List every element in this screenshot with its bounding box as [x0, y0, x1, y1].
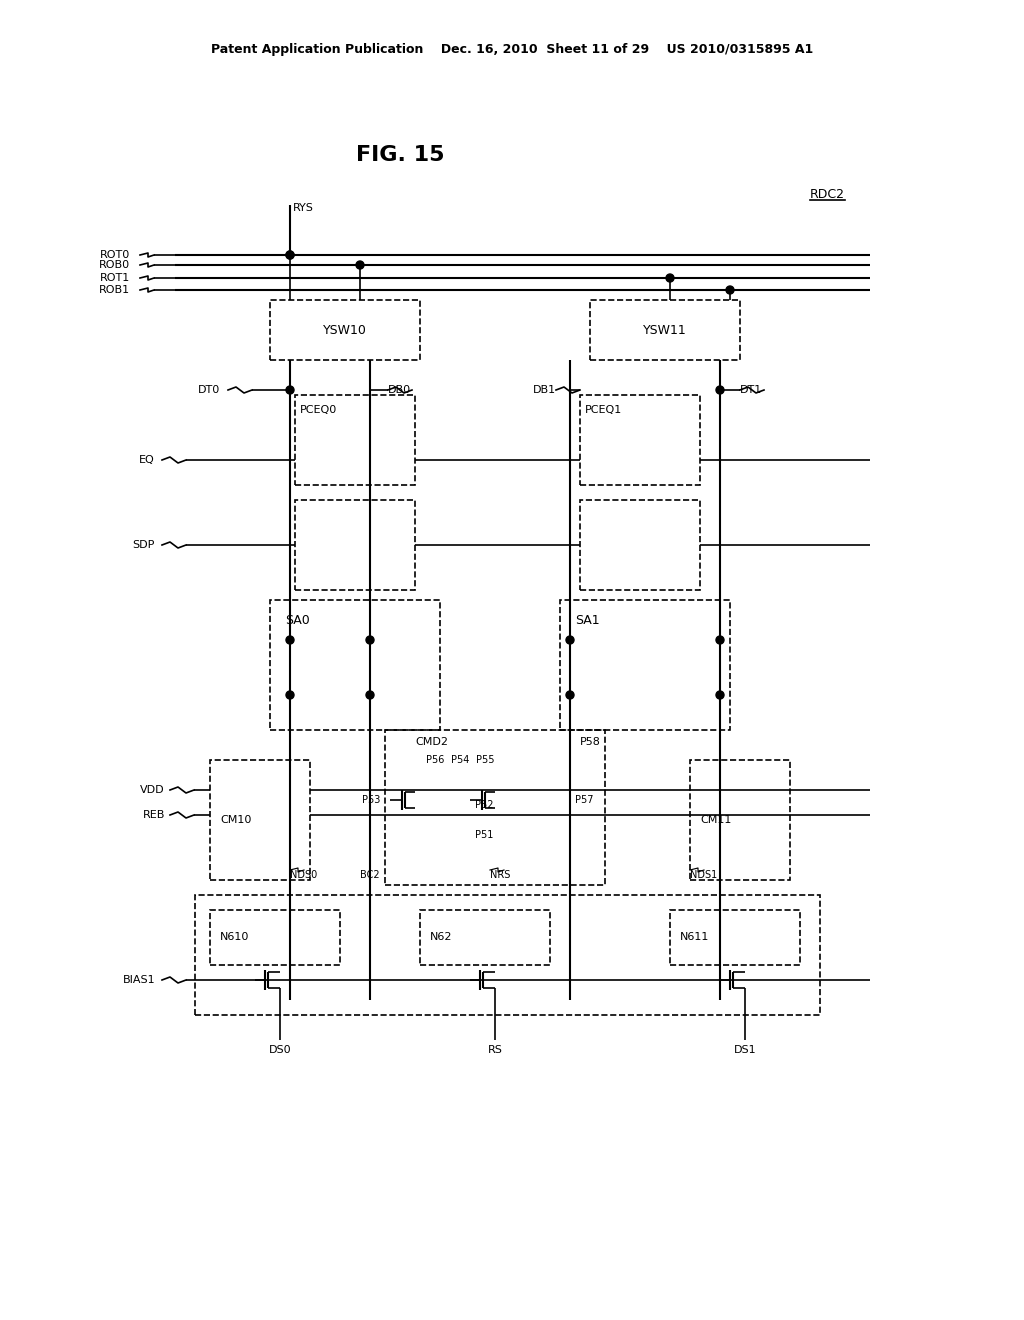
- Circle shape: [716, 636, 724, 644]
- Text: EQ: EQ: [139, 455, 155, 465]
- Text: NDS0: NDS0: [290, 870, 317, 880]
- Text: DT1: DT1: [740, 385, 762, 395]
- Text: ROB0: ROB0: [99, 260, 130, 271]
- Circle shape: [566, 690, 574, 700]
- Circle shape: [716, 385, 724, 393]
- Text: YSW10: YSW10: [323, 323, 367, 337]
- Text: PCEQ0: PCEQ0: [300, 405, 337, 414]
- Bar: [210, 760, 310, 880]
- Text: RS: RS: [487, 1045, 503, 1055]
- Bar: [385, 730, 605, 884]
- Text: DT0: DT0: [198, 385, 220, 395]
- Text: P58: P58: [580, 737, 601, 747]
- Text: ROB1: ROB1: [99, 285, 130, 294]
- Text: REB: REB: [142, 810, 165, 820]
- Circle shape: [366, 690, 374, 700]
- Text: NRS: NRS: [490, 870, 510, 880]
- Text: FIG. 15: FIG. 15: [355, 145, 444, 165]
- Bar: [670, 909, 800, 965]
- Text: CMD2: CMD2: [415, 737, 449, 747]
- Circle shape: [566, 636, 574, 644]
- Text: N610: N610: [220, 932, 250, 942]
- Text: N611: N611: [680, 932, 710, 942]
- Text: P57: P57: [575, 795, 594, 805]
- Bar: [590, 300, 740, 360]
- Bar: [210, 909, 340, 965]
- Text: ROT1: ROT1: [99, 273, 130, 282]
- Text: NDS1: NDS1: [690, 870, 717, 880]
- Text: RDC2: RDC2: [810, 189, 845, 202]
- Text: P51: P51: [475, 830, 494, 840]
- Circle shape: [286, 690, 294, 700]
- Bar: [195, 895, 820, 1015]
- Circle shape: [726, 286, 734, 294]
- Bar: [560, 601, 730, 730]
- Bar: [270, 601, 440, 730]
- Text: SA1: SA1: [575, 614, 600, 627]
- Text: DB0: DB0: [388, 385, 411, 395]
- Circle shape: [356, 261, 364, 269]
- Bar: [295, 500, 415, 590]
- Bar: [270, 300, 420, 360]
- Text: N62: N62: [430, 932, 453, 942]
- Circle shape: [716, 690, 724, 700]
- Text: PCEQ1: PCEQ1: [585, 405, 623, 414]
- Text: P53: P53: [361, 795, 380, 805]
- Circle shape: [366, 636, 374, 644]
- Text: SA0: SA0: [285, 614, 309, 627]
- Text: RYS: RYS: [293, 203, 314, 213]
- Text: YSW11: YSW11: [643, 323, 687, 337]
- Text: SDP: SDP: [133, 540, 155, 550]
- Text: DS1: DS1: [733, 1045, 757, 1055]
- Text: CM11: CM11: [700, 814, 731, 825]
- Text: ROT0: ROT0: [99, 249, 130, 260]
- Text: P54: P54: [451, 755, 469, 766]
- Circle shape: [666, 275, 674, 282]
- Text: DB1: DB1: [532, 385, 556, 395]
- Text: BC2: BC2: [360, 870, 380, 880]
- Bar: [690, 760, 790, 880]
- Text: DS0: DS0: [268, 1045, 291, 1055]
- Bar: [580, 500, 700, 590]
- Text: P52: P52: [475, 800, 494, 810]
- Bar: [295, 395, 415, 484]
- Text: BIAS1: BIAS1: [123, 975, 155, 985]
- Bar: [580, 395, 700, 484]
- Text: P55: P55: [476, 755, 495, 766]
- Circle shape: [286, 385, 294, 393]
- Text: P56: P56: [426, 755, 444, 766]
- Text: Patent Application Publication    Dec. 16, 2010  Sheet 11 of 29    US 2010/03158: Patent Application Publication Dec. 16, …: [211, 44, 813, 57]
- Circle shape: [286, 251, 294, 259]
- Text: CM10: CM10: [220, 814, 251, 825]
- Circle shape: [286, 251, 294, 259]
- Text: VDD: VDD: [140, 785, 165, 795]
- Circle shape: [286, 636, 294, 644]
- Bar: [420, 909, 550, 965]
